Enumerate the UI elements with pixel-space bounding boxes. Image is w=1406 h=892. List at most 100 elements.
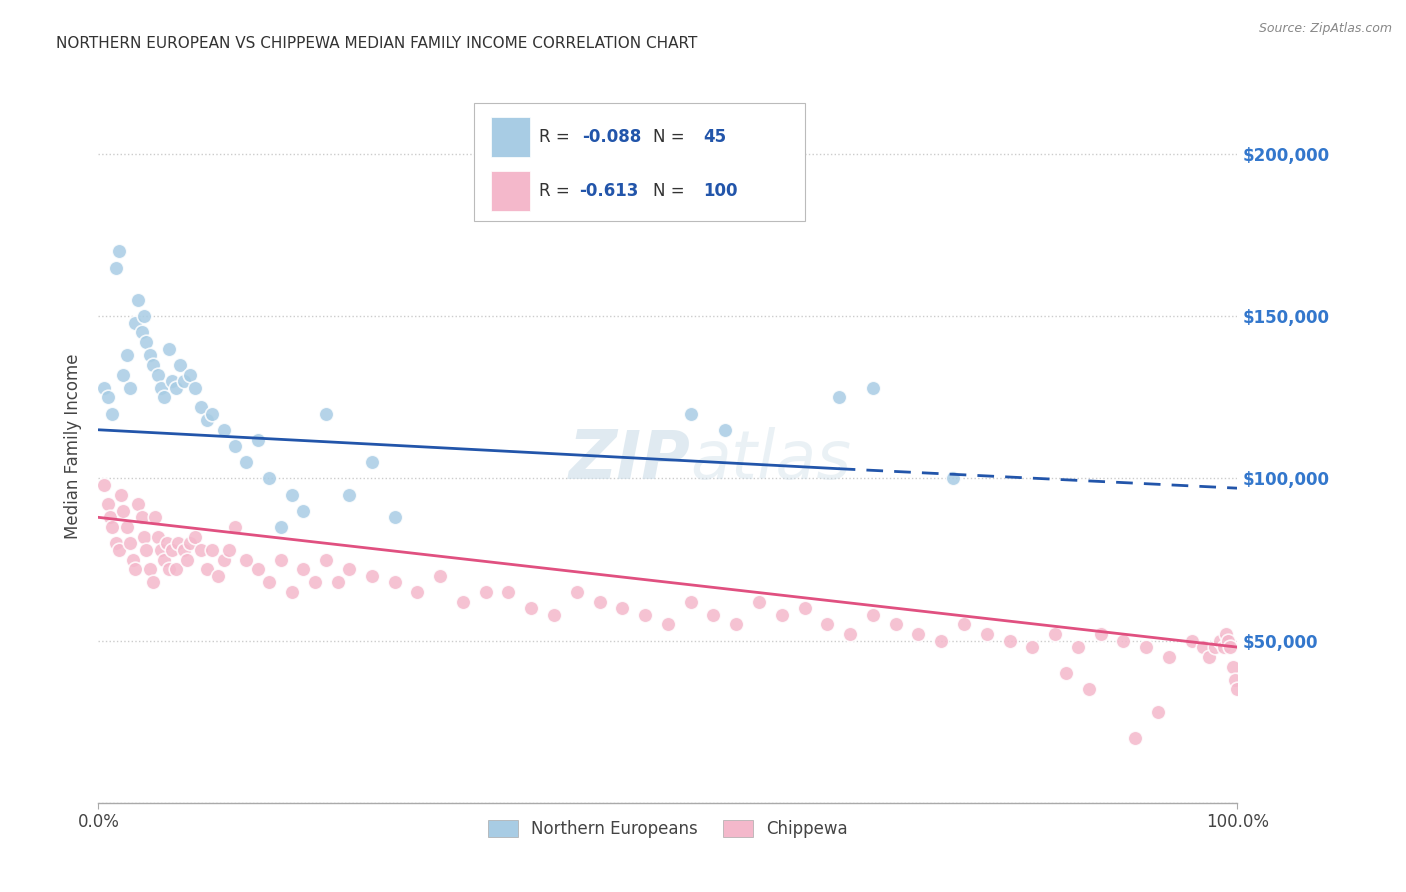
Point bbox=[429, 568, 451, 582]
Point bbox=[360, 455, 382, 469]
Point bbox=[195, 413, 218, 427]
Point bbox=[1198, 649, 1220, 664]
Point bbox=[1215, 627, 1237, 641]
Point bbox=[165, 562, 187, 576]
Point bbox=[153, 552, 176, 566]
Point bbox=[132, 310, 155, 324]
Point bbox=[1123, 731, 1146, 745]
Point bbox=[176, 552, 198, 566]
Point bbox=[150, 381, 173, 395]
Point bbox=[942, 471, 965, 485]
Point bbox=[157, 342, 180, 356]
Point bbox=[135, 335, 157, 350]
Point bbox=[201, 407, 224, 421]
Point bbox=[190, 400, 212, 414]
Point bbox=[101, 520, 124, 534]
Point bbox=[1218, 633, 1240, 648]
Point bbox=[1157, 649, 1180, 664]
Point bbox=[104, 260, 127, 275]
Text: Source: ZipAtlas.com: Source: ZipAtlas.com bbox=[1258, 22, 1392, 36]
Point bbox=[212, 423, 235, 437]
Point bbox=[184, 530, 207, 544]
Point bbox=[1226, 682, 1249, 697]
Point bbox=[224, 439, 246, 453]
Point bbox=[132, 530, 155, 544]
Point bbox=[1021, 640, 1043, 654]
Point bbox=[157, 562, 180, 576]
Point bbox=[679, 407, 702, 421]
Point bbox=[657, 617, 679, 632]
Point bbox=[224, 520, 246, 534]
Point bbox=[270, 552, 292, 566]
Point bbox=[1043, 627, 1066, 641]
Point bbox=[235, 552, 257, 566]
Point bbox=[120, 381, 142, 395]
Point bbox=[292, 562, 315, 576]
Point bbox=[1078, 682, 1101, 697]
Point bbox=[1067, 640, 1090, 654]
Point bbox=[162, 542, 184, 557]
Point bbox=[326, 575, 349, 590]
Point bbox=[218, 542, 240, 557]
Point bbox=[543, 607, 565, 622]
Point bbox=[173, 374, 195, 388]
Point bbox=[156, 536, 179, 550]
Point bbox=[474, 585, 496, 599]
Point bbox=[1204, 640, 1226, 654]
Point bbox=[304, 575, 326, 590]
Text: -0.088: -0.088 bbox=[582, 128, 641, 146]
Point bbox=[1219, 640, 1241, 654]
Point bbox=[138, 348, 160, 362]
Point bbox=[1146, 705, 1168, 719]
Point bbox=[976, 627, 998, 641]
Text: NORTHERN EUROPEAN VS CHIPPEWA MEDIAN FAMILY INCOME CORRELATION CHART: NORTHERN EUROPEAN VS CHIPPEWA MEDIAN FAM… bbox=[56, 36, 697, 51]
Point bbox=[201, 542, 224, 557]
Y-axis label: Median Family Income: Median Family Income bbox=[65, 353, 83, 539]
Point bbox=[1181, 633, 1204, 648]
Point bbox=[384, 575, 406, 590]
Point bbox=[115, 348, 138, 362]
Point bbox=[120, 536, 142, 550]
Point bbox=[770, 607, 793, 622]
Point bbox=[862, 607, 884, 622]
Point bbox=[142, 358, 165, 372]
Text: 100: 100 bbox=[703, 182, 738, 200]
Point bbox=[1222, 659, 1244, 673]
Point bbox=[1090, 627, 1112, 641]
Point bbox=[179, 536, 201, 550]
Point bbox=[1112, 633, 1135, 648]
Point bbox=[101, 407, 124, 421]
Point bbox=[520, 601, 543, 615]
Point bbox=[498, 585, 520, 599]
Point bbox=[190, 542, 212, 557]
Point bbox=[145, 510, 167, 524]
Text: N =: N = bbox=[652, 128, 690, 146]
Point bbox=[793, 601, 815, 615]
Point bbox=[127, 497, 149, 511]
Point bbox=[929, 633, 952, 648]
Point bbox=[337, 562, 360, 576]
Point bbox=[588, 595, 610, 609]
Point bbox=[1209, 633, 1232, 648]
Point bbox=[104, 536, 127, 550]
Point bbox=[259, 471, 281, 485]
Point bbox=[212, 552, 235, 566]
Point bbox=[108, 244, 131, 259]
Point bbox=[281, 585, 304, 599]
Point bbox=[1054, 666, 1078, 681]
Point bbox=[748, 595, 770, 609]
Point bbox=[246, 433, 269, 447]
Point bbox=[162, 374, 184, 388]
Point bbox=[634, 607, 657, 622]
Text: 45: 45 bbox=[703, 128, 727, 146]
Point bbox=[451, 595, 474, 609]
Point bbox=[184, 381, 207, 395]
FancyBboxPatch shape bbox=[491, 117, 530, 157]
Point bbox=[169, 358, 191, 372]
Point bbox=[360, 568, 382, 582]
Legend: Northern Europeans, Chippewa: Northern Europeans, Chippewa bbox=[481, 813, 855, 845]
Point bbox=[246, 562, 269, 576]
Point bbox=[108, 542, 131, 557]
Point bbox=[725, 617, 748, 632]
Point bbox=[953, 617, 976, 632]
